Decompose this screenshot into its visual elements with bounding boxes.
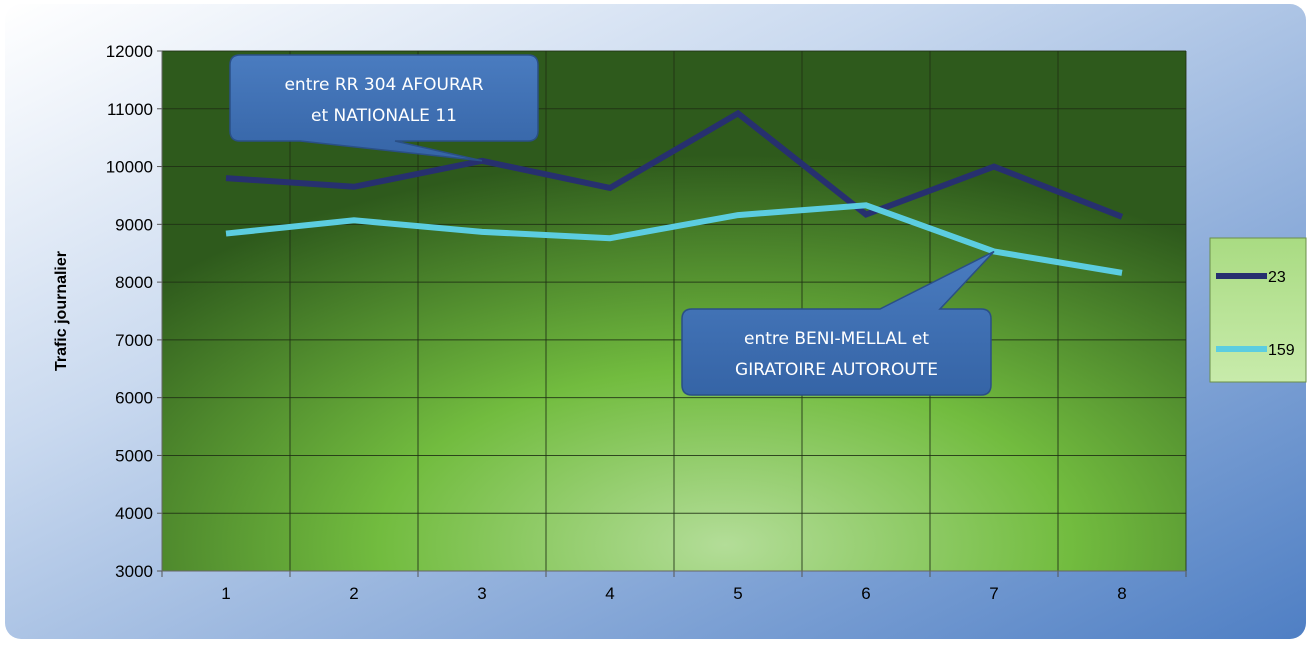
callout-shape [229, 54, 539, 162]
callout-line-2: GIRATOIRE AUTOROUTE [735, 360, 938, 380]
x-tick-label: 1 [221, 584, 230, 603]
series-group [225, 109, 1124, 276]
callout-line-1: entre RR 304 AFOURAR [284, 75, 483, 95]
legend-label-159: 159 [1268, 342, 1295, 359]
y-axis-label: Trafic journalier [53, 251, 70, 371]
y-tick-label: 6000 [115, 389, 153, 408]
legend-label-23: 23 [1268, 269, 1286, 286]
y-tick-label: 4000 [115, 504, 153, 523]
series-line-159 [225, 202, 1123, 276]
legend-box [1209, 237, 1307, 383]
callout-1: entre RR 304 AFOURAR et NATIONALE 11 [229, 54, 539, 162]
callout-line-1: entre BENI-MELLAL et [744, 329, 929, 349]
y-tick-label: 3000 [115, 562, 153, 581]
callout-shape [681, 250, 995, 396]
callout-line-2: et NATIONALE 11 [311, 106, 457, 126]
x-tick-label: 6 [861, 584, 870, 603]
axes [157, 50, 1187, 577]
x-tick-labels: 1 2 3 4 5 6 7 8 [221, 584, 1126, 603]
y-tick-label: 7000 [115, 331, 153, 350]
x-tick-label: 5 [733, 584, 742, 603]
x-tick-label: 3 [477, 584, 486, 603]
series-line-23 [225, 109, 1124, 220]
x-tick-label: 8 [1117, 584, 1126, 603]
y-tick-label: 11000 [107, 100, 153, 119]
x-tick-label: 2 [349, 584, 358, 603]
y-tick-label: 9000 [115, 215, 153, 234]
y-tick-label: 5000 [115, 446, 153, 465]
y-tick-label: 12000 [106, 42, 153, 61]
callout-2: entre BENI-MELLAL et GIRATOIRE AUTOROUTE [681, 250, 995, 396]
x-tick-label: 4 [605, 584, 614, 603]
y-tick-label: 10000 [106, 158, 153, 177]
y-tick-labels: 3000 4000 5000 6000 7000 8000 9000 10000 11000 12… [106, 42, 153, 581]
legend: 23 159 [1209, 237, 1307, 383]
x-tick-label: 7 [989, 584, 998, 603]
y-tick-label: 8000 [115, 273, 153, 292]
